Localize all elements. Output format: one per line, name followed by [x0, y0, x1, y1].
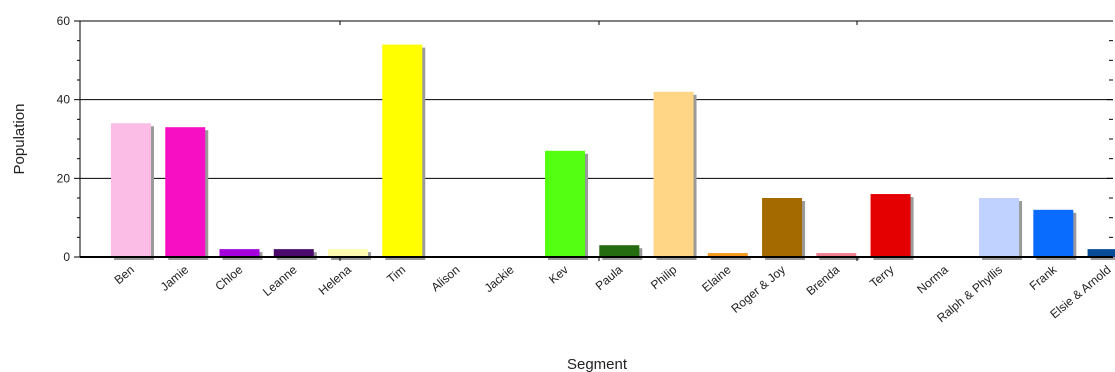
bar [1087, 249, 1115, 257]
bar [219, 249, 260, 257]
x-tick-label: Jamie [158, 262, 192, 294]
x-tick-label: Leanne [260, 262, 300, 299]
bar [382, 44, 423, 257]
x-tick-label: Terry [867, 263, 896, 291]
x-tick-label: Norma [914, 262, 951, 296]
bar-shadow [819, 256, 860, 260]
bar [979, 198, 1020, 257]
y-tick-label: 40 [57, 93, 71, 107]
x-tick-label: Tim [384, 263, 408, 286]
y-tick-label: 60 [57, 14, 71, 28]
bar [816, 253, 857, 257]
x-tick-label: Kev [546, 263, 571, 287]
bar [328, 249, 369, 257]
bar [273, 249, 314, 257]
bar [545, 150, 586, 257]
x-tick-label: Philip [648, 262, 680, 292]
x-tick-label: Ben [112, 263, 137, 287]
gridlines [80, 20, 1113, 179]
bar-shadow [710, 256, 751, 260]
x-tick-label: Brenda [804, 262, 843, 298]
x-axis-title: Segment [567, 356, 628, 372]
x-tick-label: Alison [428, 263, 462, 295]
bar [762, 198, 803, 257]
x-tick-label: Roger & Joy [728, 263, 788, 316]
y-axis-title: Population [11, 104, 28, 175]
y-tick-label: 0 [63, 250, 70, 264]
x-tick-label: Jackie [482, 262, 517, 295]
bar [1033, 209, 1074, 257]
x-tick-label: Helena [316, 262, 354, 297]
x-tick-label: Chloe [212, 262, 245, 293]
x-tick-label: Paula [593, 262, 626, 293]
bar [165, 127, 206, 257]
bar [707, 253, 748, 257]
bar [870, 194, 911, 257]
bars [111, 44, 1115, 261]
bar [599, 245, 640, 257]
x-tick-label: Elaine [699, 262, 734, 294]
axes [74, 20, 1113, 261]
x-tick-label: Frank [1027, 262, 1060, 293]
y-tick-label: 20 [57, 171, 71, 185]
bar [653, 91, 694, 257]
bar [111, 123, 151, 258]
